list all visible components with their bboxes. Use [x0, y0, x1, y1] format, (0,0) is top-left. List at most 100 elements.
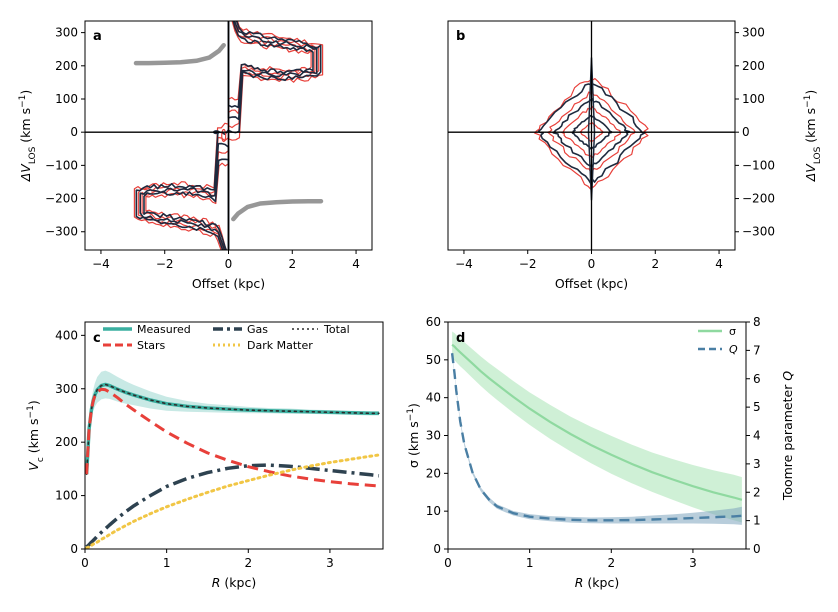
- panel-b-xtick-label: 0: [588, 257, 596, 271]
- panel-a-ylabel: ΔVLOS (km s−1): [18, 90, 38, 183]
- panel-b-ytick-label: 100: [742, 92, 765, 106]
- panel-c-xlabel: R (kpc): [212, 575, 256, 590]
- panel-c-ylabel: Vc (km s−1): [26, 400, 46, 470]
- panel-d-ylabel: σ (km s−1): [406, 403, 421, 468]
- legend-label: Stars: [137, 339, 166, 352]
- contour-line: [135, 129, 230, 250]
- panel-d-ytick-label: 40: [426, 391, 441, 405]
- panel-a-ylabel-part: (km s: [18, 108, 33, 147]
- contour-line: [227, 21, 320, 129]
- panel-d-xlabel-part: R: [575, 575, 584, 590]
- contour-blob: [221, 128, 227, 143]
- panel-b-ylabel-part: ): [803, 90, 818, 95]
- contour-line: [143, 158, 230, 250]
- panel-a-xtick-label: 0: [225, 257, 233, 271]
- panel-c-ytick-label: 100: [55, 489, 78, 503]
- panel-a-ytick-label: 100: [55, 92, 78, 106]
- rotation-curve-line: [231, 198, 324, 222]
- panel-b-xtick-label: 4: [715, 257, 723, 271]
- contour-line: [227, 21, 322, 134]
- panel-d-letter: d: [456, 331, 465, 346]
- panel-c-ylabel-part: ): [26, 400, 41, 405]
- panel-d-xlabel-part: (kpc): [583, 575, 619, 590]
- panel-a-ylabel-part: ΔV: [18, 163, 33, 183]
- panel-b-ytick-label: −300: [742, 225, 775, 239]
- series-line-stars: [85, 387, 380, 488]
- panel-b-ytick-label: 200: [742, 59, 765, 73]
- panel-d-ytick-label: 30: [426, 429, 441, 443]
- contour-line: [227, 21, 318, 121]
- panel-a-xtick-label: 4: [352, 257, 360, 271]
- panel-d-y2tick-label: 8: [753, 315, 761, 329]
- panel-d-xtick-label: 2: [607, 556, 615, 570]
- panel-d-ytick-label: 0: [433, 542, 441, 556]
- series-line-total: [85, 383, 380, 475]
- panel-b-letter: b: [456, 29, 465, 44]
- panel-d-y2tick-label: 7: [753, 343, 761, 357]
- panel-b-xtick-label: −4: [455, 257, 473, 271]
- panel-d-y2tick-label: 5: [753, 400, 761, 414]
- panel-a: −4 −2 0 2 4 −300 −200 −100 0 100 200 300 a Offset (kp…: [18, 20, 373, 291]
- legend-label: Q: [729, 343, 738, 356]
- panel-a-ytick-label: −100: [45, 158, 78, 172]
- panel-a-ytick-label: 300: [55, 26, 78, 40]
- panel-a-contours: [133, 21, 324, 250]
- band-sigma: [452, 331, 742, 523]
- panel-c-ylabel-part: c: [36, 457, 46, 462]
- panel-c-xlabel-part: R: [212, 575, 221, 590]
- panel-b: −4 −2 0 2 4 −300 −200 −100 0 100 200 300 b Offset (kp…: [447, 20, 823, 291]
- panel-b-ytick-label: 300: [742, 26, 765, 40]
- panel-b-ylabel-part: LOS: [813, 146, 823, 164]
- panel-a-ytick-label: 200: [55, 59, 78, 73]
- panel-b-ytick-label: 0: [742, 125, 750, 139]
- panel-a-ylabel-part: LOS: [28, 146, 38, 164]
- panel-a-xtick-label: 2: [288, 257, 296, 271]
- legend-label: Total: [323, 323, 350, 336]
- panel-d-y2label: Toomre parameter Q: [780, 371, 795, 501]
- panel-d-y2tick-label: 2: [753, 485, 761, 499]
- panel-c-ytick-label: 0: [70, 542, 78, 556]
- panel-d-y2tick-label: 0: [753, 542, 761, 556]
- panel-d-ytick-label: 20: [426, 466, 441, 480]
- legend-label: Dark Matter: [247, 339, 313, 352]
- panel-d-xtick-label: 3: [689, 556, 697, 570]
- panel-a-ylabel-part: −1: [18, 95, 28, 108]
- panel-d-ytick-label: 60: [426, 315, 441, 329]
- panel-c-lines: [85, 370, 381, 549]
- panel-b-ylabel-part: (km s: [803, 108, 818, 147]
- panel-c-xtick-label: 2: [244, 556, 252, 570]
- series-line-gas: [85, 463, 380, 549]
- panel-d-y2tick-label: 3: [753, 457, 761, 471]
- panel-c-xtick-label: 3: [326, 556, 334, 570]
- legend-label: Gas: [247, 323, 268, 336]
- panel-d-y2tick-label: 4: [753, 429, 761, 443]
- legend-label: σ: [729, 325, 736, 338]
- panel-a-ylabel-part: ): [18, 90, 33, 95]
- panel-d-xtick-label: 1: [526, 556, 534, 570]
- panel-c-xtick-label: 0: [81, 556, 89, 570]
- panel-c-frame: [84, 321, 384, 550]
- panel-c-ytick-label: 400: [55, 328, 78, 342]
- panel-d-y2tick-label: 1: [753, 514, 761, 528]
- panel-d-xlabel: R (kpc): [575, 575, 619, 590]
- panel-b-xlabel: Offset (kpc): [555, 276, 628, 291]
- panel-c-ylabel-part: V: [26, 461, 41, 471]
- panel-b-ytick-label: −200: [742, 192, 775, 206]
- panel-a-xtick-label: −2: [156, 257, 174, 271]
- panel-d-ylabel-part: −1: [406, 408, 416, 421]
- rotation-curve-line: [133, 42, 226, 66]
- panel-d-y2tick-label: 6: [753, 372, 761, 386]
- panel-d-ytick-label: 10: [426, 504, 441, 518]
- panel-d-xtick-label: 0: [444, 556, 452, 570]
- panel-b-ylabel-part: −1: [803, 95, 813, 108]
- panel-c-ylabel-part: −1: [26, 405, 36, 418]
- panel-c-ylabel-part: (km s: [26, 418, 41, 457]
- panel-d-y2label-part: Toomre parameter: [780, 381, 795, 501]
- series-line-q: [450, 353, 742, 522]
- panel-b-ylabel: ΔVLOS (km s−1): [803, 90, 823, 183]
- panel-c-letter: c: [93, 331, 101, 346]
- panel-a-xlabel: Offset (kpc): [192, 276, 265, 291]
- panel-a-ytick-label: 0: [70, 125, 78, 139]
